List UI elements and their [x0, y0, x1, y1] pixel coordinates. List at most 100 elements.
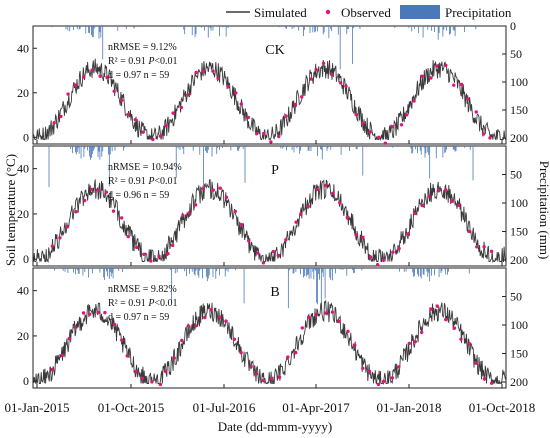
observed-point [427, 194, 431, 198]
observed-point [375, 262, 380, 267]
observed-point [73, 325, 77, 329]
observed-point [299, 212, 303, 216]
x-axis-title: Date (dd-mmm-yyyy) [218, 419, 332, 434]
observed-point [474, 110, 478, 114]
stats-nrmse: nRMSE = 10.94% [108, 162, 182, 173]
observed-point [171, 111, 175, 115]
observed-point [381, 379, 386, 384]
observed-point [353, 343, 357, 347]
observed-point [444, 63, 448, 67]
observed-point [309, 77, 313, 81]
observed-point [482, 377, 487, 381]
observed-point [269, 140, 273, 144]
observed-point [211, 69, 215, 73]
observed-point [276, 253, 280, 258]
observed-point [211, 188, 215, 192]
observed-point [126, 234, 130, 239]
stats-r2-p: R² = 0.91 P<0.01 [108, 176, 178, 187]
panel-frame [32, 145, 507, 267]
observed-point [406, 232, 411, 236]
observed-point [96, 310, 100, 315]
observed-point [150, 379, 154, 384]
stats-nrmse: nRMSE = 9.12% [108, 42, 177, 53]
y-tick-label-right: 100 [510, 196, 528, 210]
observed-point [338, 81, 343, 85]
observed-point [246, 115, 251, 120]
observed-point [444, 317, 448, 322]
observed-point [247, 239, 251, 243]
y-tick-label-right: 200 [510, 131, 528, 145]
observed-point [119, 216, 124, 220]
observed-point [300, 95, 304, 99]
observed-point [81, 75, 86, 79]
stats-r2-p: R² = 0.91 P<0.01 [108, 298, 178, 309]
observed-point [300, 326, 304, 330]
observed-point [209, 308, 213, 312]
observed-point [429, 76, 433, 80]
observed-point [140, 376, 145, 380]
observed-point [59, 114, 63, 119]
chart-panel-ck: 0 20 40 0 50 100 150 200 CK nRMSE = 9.12% R² = 0.9… [17, 19, 528, 145]
observed-point [330, 72, 334, 77]
observed-point [149, 259, 153, 263]
observed-point [158, 382, 163, 387]
observed-point [52, 121, 56, 125]
observed-point [271, 249, 276, 254]
observed-point [330, 310, 335, 314]
observed-point [481, 132, 486, 136]
observed-point [249, 364, 253, 369]
y-tick-label-left: 0 [23, 130, 29, 144]
observed-point [314, 312, 318, 317]
observed-point [466, 97, 470, 101]
observed-point [112, 322, 117, 327]
observed-point [390, 376, 395, 380]
observed-point [81, 311, 86, 315]
observed-point [452, 326, 457, 330]
observed-point [135, 245, 139, 250]
observed-point [397, 246, 401, 251]
observed-point [233, 209, 237, 214]
observed-point [459, 337, 463, 341]
observed-point [164, 124, 168, 128]
observed-point [435, 64, 439, 68]
panel-frame [32, 267, 507, 389]
observed-point [368, 255, 373, 259]
y-tick-label-right: 150 [510, 347, 528, 361]
y-tick-label-right: 100 [510, 75, 528, 89]
observed-point [383, 141, 388, 145]
observed-point [474, 361, 478, 365]
observed-point [125, 354, 129, 358]
observed-point [324, 183, 328, 188]
y-tick-label-left: 0 [23, 252, 29, 266]
observed-point [112, 89, 116, 93]
observed-point [286, 355, 290, 359]
legend: Simulated Observed Precipitation [226, 5, 512, 20]
observed-point [277, 134, 281, 139]
observed-point [354, 233, 358, 237]
observed-point [218, 315, 222, 319]
x-tick-label: 01-Jan-2018 [377, 400, 442, 415]
observed-point [436, 188, 441, 193]
observed-point [391, 250, 395, 254]
y-tick-label-right: 50 [510, 290, 522, 304]
observed-point [50, 244, 55, 248]
observed-point [141, 130, 145, 134]
observed-point [435, 304, 439, 308]
legend-simulated-label: Simulated [254, 5, 307, 20]
observed-point [377, 135, 381, 140]
observed-point [331, 191, 335, 195]
observed-point [73, 83, 78, 87]
stats-d-n: d = 0.96 n = 59 [108, 190, 169, 201]
observed-point [337, 319, 341, 324]
observed-point [224, 319, 228, 323]
observed-point [399, 123, 404, 127]
observed-point [293, 102, 298, 107]
y-tick-label-left: 20 [17, 207, 29, 221]
observed-point [344, 84, 348, 88]
observed-point [90, 68, 94, 73]
legend-precipitation-swatch [400, 5, 440, 19]
legend-precipitation-label: Precipitation [445, 5, 512, 20]
observed-point [186, 93, 190, 97]
observed-point [269, 377, 274, 381]
observed-point [420, 74, 424, 78]
